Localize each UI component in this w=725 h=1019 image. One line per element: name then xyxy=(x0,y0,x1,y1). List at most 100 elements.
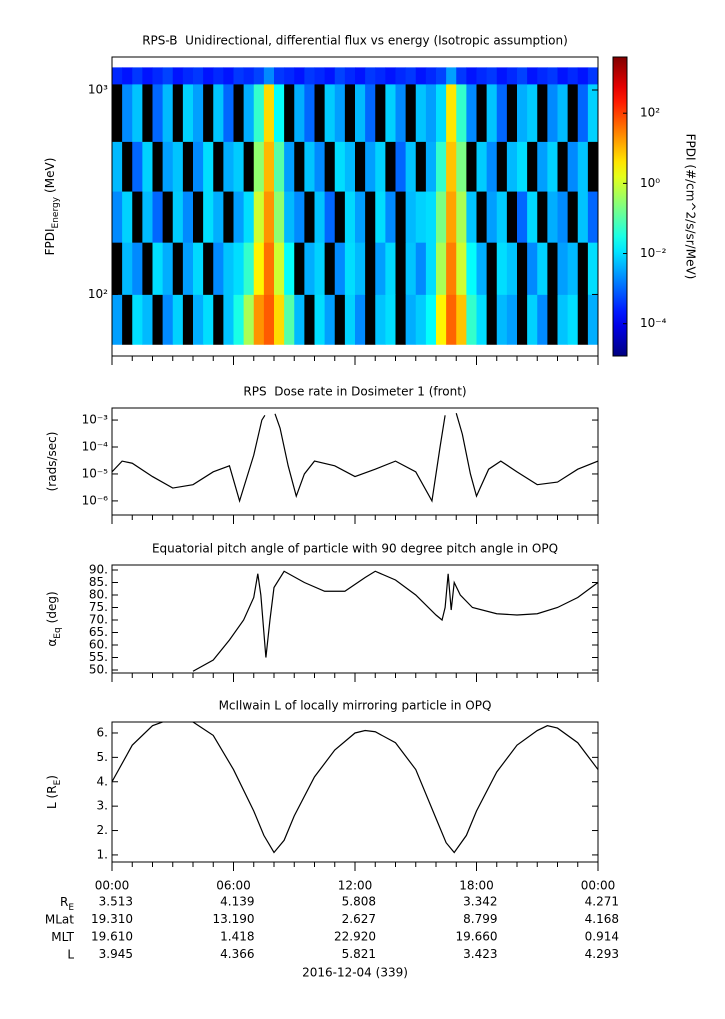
heatmap-cell xyxy=(344,67,356,85)
heatmap-cell xyxy=(162,242,174,295)
heatmap-cell xyxy=(577,83,589,142)
panel-title: McIlwain L of locally mirroring particle… xyxy=(219,699,492,713)
heatmap-cell xyxy=(304,242,315,295)
heatmap-cell xyxy=(365,294,376,345)
heatmap-cell xyxy=(304,141,315,192)
heatmap-cell xyxy=(557,141,569,192)
x-tick-label: 06:00 xyxy=(216,879,251,893)
y-label-part: Eq xyxy=(53,627,63,638)
heatmap-cell xyxy=(425,141,437,192)
y-tick-label: 90. xyxy=(89,563,108,577)
heatmap-cell xyxy=(324,242,336,295)
heatmap-cell xyxy=(142,83,153,142)
heatmap-cell xyxy=(557,294,569,345)
y-tick-label: 2. xyxy=(97,823,108,837)
colorbar-tick-label: 10⁰ xyxy=(640,176,660,190)
heatmap-cell xyxy=(476,83,488,142)
heatmap-cell xyxy=(567,294,579,345)
heatmap-cell xyxy=(152,191,164,243)
heatmap-cell xyxy=(324,83,336,142)
heatmap-cell xyxy=(466,141,477,192)
heatmap-cell xyxy=(253,242,265,295)
heatmap-cell xyxy=(486,242,498,295)
heatmap-cell xyxy=(405,67,417,85)
y-tick-label: 60. xyxy=(89,638,108,652)
heatmap-cell xyxy=(537,294,548,345)
heatmap-cell xyxy=(172,67,184,85)
heatmap-cell xyxy=(172,294,184,345)
heatmap-cell xyxy=(263,141,275,192)
heatmap-cell xyxy=(456,191,467,243)
heatmap-cell xyxy=(365,83,376,142)
heatmap-cell xyxy=(334,83,346,142)
heatmap-cell xyxy=(182,191,194,243)
heatmap-cell xyxy=(122,67,133,85)
heatmap-cell xyxy=(395,83,407,142)
heatmap-cell xyxy=(294,141,305,192)
plot-area xyxy=(112,413,598,504)
y-label-part: L (R xyxy=(45,785,59,809)
heatmap-cell xyxy=(142,191,153,243)
ephemeris-label-part: R xyxy=(60,895,68,909)
heatmap-cell xyxy=(243,83,255,142)
heatmap-cell xyxy=(425,242,437,295)
heatmap-cell xyxy=(547,83,558,142)
heatmap-cell xyxy=(466,67,477,85)
heatmap-cell xyxy=(506,242,518,295)
ephemeris-value: 4.293 xyxy=(585,947,619,961)
heatmap-cell xyxy=(486,83,498,142)
ephemeris-label: RE xyxy=(60,895,74,913)
heatmap-cell xyxy=(284,294,295,345)
heatmap-cell xyxy=(274,242,285,295)
heatmap-cell xyxy=(355,83,366,142)
heatmap-cell xyxy=(395,191,407,243)
heatmap-cell xyxy=(466,83,477,142)
plot-frame xyxy=(111,407,599,516)
heatmap-cell xyxy=(132,242,143,295)
heatmap-cell xyxy=(122,141,133,192)
heatmap-cell xyxy=(152,294,164,345)
heatmap-cell xyxy=(172,141,184,192)
heatmap-cell xyxy=(456,83,467,142)
y-label-part: Energy xyxy=(51,196,61,228)
heatmap-cell xyxy=(344,191,356,243)
y-label-part: FPDI xyxy=(43,228,57,255)
heatmap-cell xyxy=(355,242,366,295)
ephemeris-value: 5.821 xyxy=(342,947,376,961)
y-label: L (RE) xyxy=(45,775,63,809)
heatmap-cell xyxy=(112,242,123,295)
heatmap-cell xyxy=(294,191,305,243)
heatmap-cell xyxy=(567,191,579,243)
ephemeris-value: 3.342 xyxy=(463,895,497,909)
heatmap-cell xyxy=(476,242,488,295)
heatmap-cell xyxy=(527,294,538,345)
plot-area xyxy=(112,67,598,345)
heatmap-cell xyxy=(567,242,579,295)
y-tick-label: 55. xyxy=(89,650,108,664)
data-line xyxy=(112,413,598,504)
heatmap-cell xyxy=(537,141,548,192)
heatmap-cell xyxy=(193,242,204,295)
heatmap-cell xyxy=(132,191,143,243)
heatmap-cell xyxy=(537,242,548,295)
heatmap-cell xyxy=(527,83,538,142)
heatmap-cell xyxy=(557,242,569,295)
heatmap-cell xyxy=(365,191,376,243)
heatmap-cell xyxy=(385,294,396,345)
heatmap-cell xyxy=(112,191,123,243)
heatmap-cell xyxy=(294,67,305,85)
heatmap-cell xyxy=(385,242,396,295)
heatmap-cell xyxy=(476,141,488,192)
heatmap-cell xyxy=(527,141,538,192)
heatmap-cell xyxy=(213,294,224,345)
heatmap-cell xyxy=(375,141,386,192)
heatmap-cell xyxy=(567,141,579,192)
heatmap-cell xyxy=(476,191,488,243)
heatmap-cell xyxy=(162,83,174,142)
heatmap-cell xyxy=(132,83,143,142)
heatmap-cell xyxy=(405,191,417,243)
heatmap-cell xyxy=(365,242,376,295)
heatmap-cell xyxy=(547,242,558,295)
heatmap-cell xyxy=(263,67,275,85)
heatmap-cell xyxy=(557,67,569,85)
